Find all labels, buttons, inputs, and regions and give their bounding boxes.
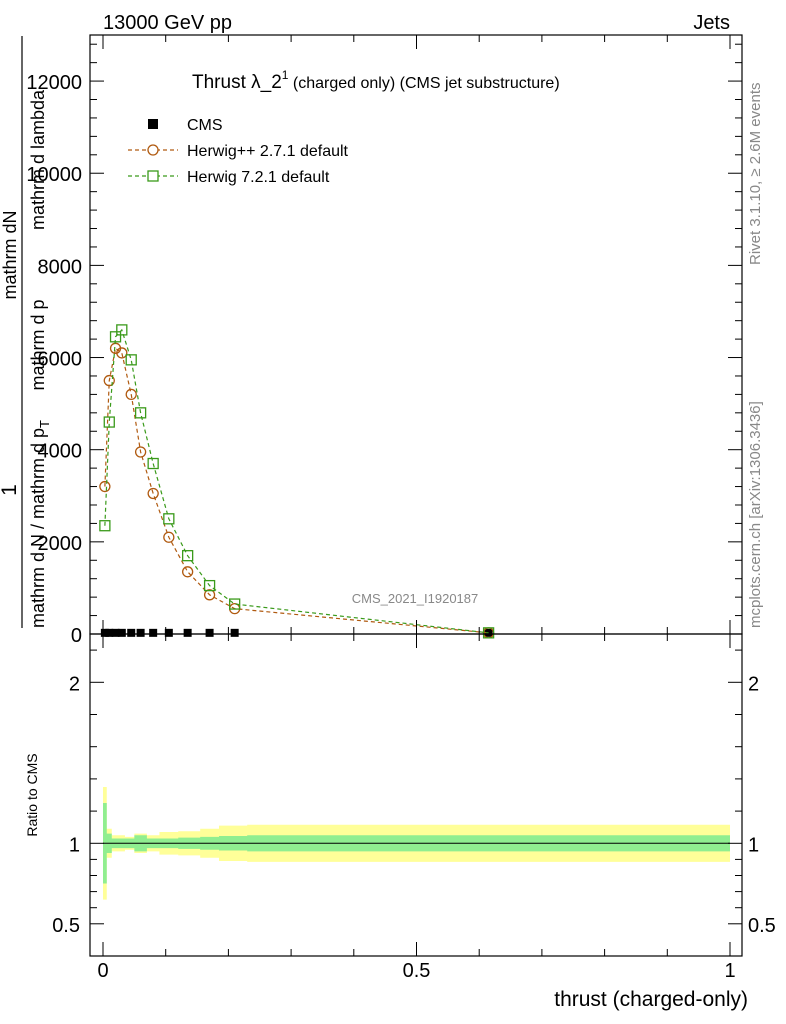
data-point-herwig7 (99, 520, 111, 532)
data-point-herwig7 (147, 457, 159, 470)
y-label-inner-denominator: mathrm d p (28, 299, 48, 390)
header-right: Jets (693, 12, 730, 34)
y-tick-label: 12000 (26, 72, 82, 94)
main-panel: 0 2000 4000 6000 8000 10000 12000 CMS_2021_I19… (0, 34, 743, 647)
data-point-cms (100, 628, 109, 637)
data-point-herwig7 (229, 598, 241, 610)
data-point-cms (164, 628, 173, 637)
legend: CMS Herwig++ 2.7.1 default Herwig 7.2.1 de… (128, 117, 349, 186)
ratio-y-tick-label: 1 (69, 834, 80, 856)
chart-title-sup: 1 (282, 68, 289, 82)
data-point-herwigpp (116, 347, 128, 359)
data-point-cms (205, 628, 214, 637)
data-point-cms (230, 628, 239, 637)
x-tick-label: 1 (724, 960, 735, 982)
legend-marker-herwigpp (147, 144, 159, 156)
x-tick-label: 0 (97, 960, 108, 982)
data-point-herwig7 (203, 579, 216, 592)
data-point-herwig7 (482, 627, 495, 639)
mcplots-label: mcplots.cern.ch [arXiv:1306.3436] (747, 401, 764, 628)
data-point-herwigpp (147, 487, 159, 500)
data-point-herwig7 (109, 331, 122, 343)
y-label-lambda: mathrm d lambda (28, 89, 48, 230)
series-line-2 (104, 328, 489, 634)
ratio-frame (89, 633, 743, 957)
y-tick-label: 8000 (38, 256, 83, 278)
ratio-panel: 0.5 0.5 1 1 2 2 0 0.5 1 Ratio to CMS thrust (cha… (24, 633, 776, 1011)
y-label-one: 1 (0, 484, 21, 496)
chart-title-main: Thrust λ_2 (192, 72, 282, 93)
data-point-herwig7 (116, 324, 128, 336)
legend-marker-herwig7 (147, 170, 159, 182)
y-label-numerator: mathrm dN (0, 210, 20, 299)
data-point-herwig7 (103, 416, 115, 428)
ratio-y-tick-label-right: 1 (748, 834, 759, 856)
y-tick-label: 6000 (38, 349, 83, 371)
header-left: 13000 GeV pp (103, 12, 232, 34)
data-point-herwigpp (163, 531, 175, 543)
y-tick-label: 4000 (38, 441, 83, 463)
chart-title: Thrust λ_21 (charged only) (CMS jet subs… (192, 68, 560, 93)
data-point-herwigpp (203, 589, 216, 601)
data-point-cms (117, 628, 126, 637)
chart-title-rest: (charged only) (CMS jet substructure) (288, 75, 559, 92)
y-tick-label: 0 (71, 625, 82, 647)
data-point-cms (183, 628, 192, 637)
data-point-cms (136, 628, 145, 637)
data-point-herwigpp (181, 566, 194, 578)
ratio-y-tick-label-right: 0.5 (748, 915, 776, 937)
x-axis-label: thrust (charged-only) (554, 988, 748, 1011)
data-point-cms (149, 628, 158, 637)
rivet-label: Rivet 3.1.10, ≥ 2.6M events (747, 83, 764, 266)
legend-label: Herwig 7.2.1 default (187, 169, 330, 186)
y-tick-label: 10000 (26, 164, 82, 186)
data-point-herwigpp (134, 446, 147, 458)
data-point-herwig7 (181, 550, 194, 562)
data-point-herwigpp (99, 480, 111, 493)
data-point-herwigpp (103, 374, 115, 387)
ratio-y-tick-label: 0.5 (52, 915, 80, 937)
data-point-cms (105, 628, 114, 637)
legend-label: CMS (187, 117, 223, 134)
data-point-herwigpp (125, 388, 137, 401)
ratio-ylabel: Ratio to CMS (24, 753, 40, 836)
ratio-y-tick-label: 2 (69, 673, 80, 695)
x-tick-label: 0.5 (403, 960, 431, 982)
data-point-herwig7 (125, 354, 137, 366)
y-axis-label: 1 mathrm d N / mathrm d pT mathrm dN mathrm… (0, 36, 52, 628)
legend-marker-cms (148, 119, 158, 129)
data-point-herwig7 (163, 513, 175, 525)
data-point-cms (111, 628, 120, 637)
legend-label: Herwig++ 2.7.1 default (187, 143, 349, 160)
data-point-cms (127, 628, 136, 637)
y-tick-label: 2000 (38, 533, 83, 555)
ratio-y-tick-label-right: 2 (748, 673, 759, 695)
watermark: CMS_2021_I1920187 (352, 591, 479, 606)
data-point-herwig7 (134, 407, 147, 419)
y-label-denominator: mathrm d N / mathrm d pT (28, 420, 52, 628)
